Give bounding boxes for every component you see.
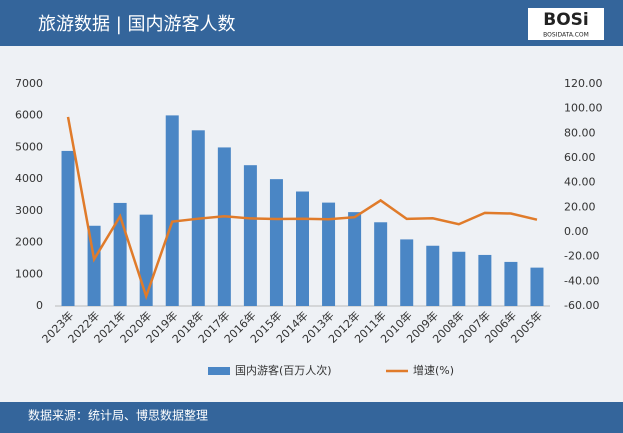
- line: [66, 116, 538, 301]
- y2-tick-label: 80.00: [564, 126, 596, 139]
- y-tick-label: 3000: [15, 204, 43, 217]
- source: 数据来源：统计局、博思数据整理: [28, 408, 208, 423]
- bar: [322, 202, 336, 306]
- y2-tick-label: -60.00: [564, 299, 599, 312]
- bar: [530, 267, 544, 306]
- legend-label: 国内游客(百万人次): [235, 363, 332, 377]
- y2-tick-label: 40.00: [564, 176, 596, 189]
- legend-label: 增速(%): [413, 363, 454, 377]
- logo: BOSi: [543, 10, 588, 30]
- y-tick-label: 7000: [15, 77, 43, 90]
- footer-band: [0, 402, 623, 433]
- y-tick-label: 2000: [15, 236, 43, 249]
- bar: [452, 251, 466, 306]
- bar: [426, 245, 440, 306]
- bar: [61, 150, 75, 306]
- y2-tick-label: 60.00: [564, 151, 596, 164]
- y2-tick-label: -40.00: [564, 274, 599, 287]
- legend-swatch: [208, 367, 230, 375]
- y-tick-label: 6000: [15, 109, 43, 122]
- y-tick-label: 1000: [15, 267, 43, 280]
- bar: [504, 261, 518, 306]
- header-band: [0, 0, 623, 46]
- bar: [478, 254, 492, 306]
- bar: [269, 179, 283, 306]
- logo-box: [528, 8, 604, 40]
- y-tick-label: 4000: [15, 172, 43, 185]
- y2-tick-label: 100.00: [564, 102, 603, 115]
- bar: [165, 115, 179, 306]
- y2-tick-label: -20.00: [564, 250, 599, 263]
- bar: [374, 222, 388, 306]
- bar: [400, 239, 414, 306]
- y2-tick-label: 20.00: [564, 200, 596, 213]
- y2-tick-label: 120.00: [564, 77, 603, 90]
- bar: [348, 212, 362, 306]
- bar: [243, 165, 257, 306]
- bar: [296, 191, 309, 306]
- y-tick-label: 0: [36, 299, 43, 312]
- y2-tick-label: 0.00: [564, 225, 589, 238]
- bar: [217, 147, 231, 306]
- chart-title: 旅游数据 | 国内游客人数: [38, 14, 236, 35]
- y-tick-label: 5000: [15, 140, 43, 153]
- logo-sub: BOSIDATA.COM: [543, 32, 589, 39]
